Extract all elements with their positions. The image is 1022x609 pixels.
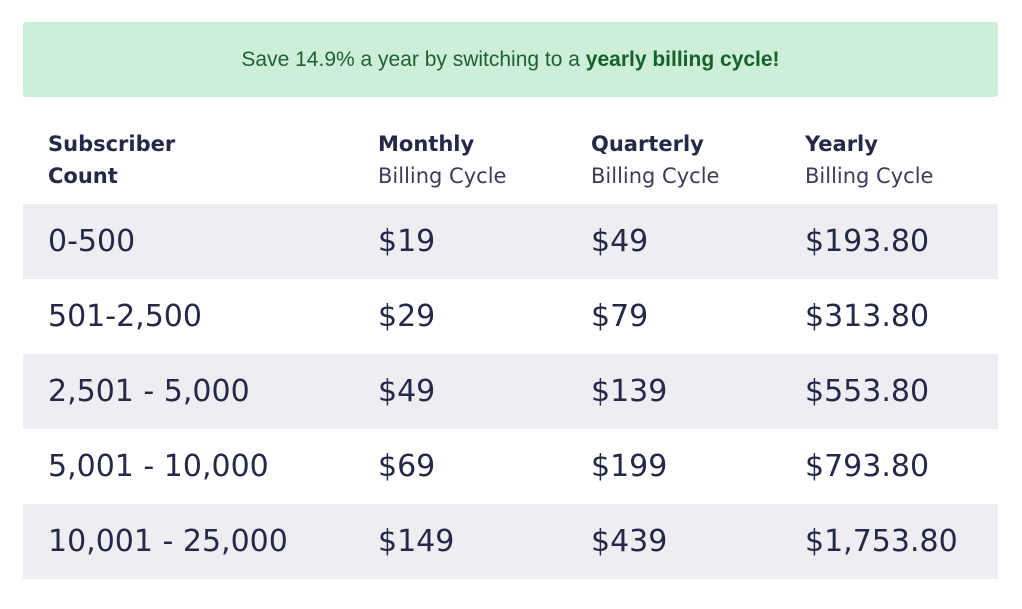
header-title: Subscriber (48, 132, 176, 156)
table-row: 0-500 $19 $49 $193.80 (23, 204, 998, 279)
header-subtitle: Count (48, 164, 118, 188)
header-subtitle: Billing Cycle (378, 164, 507, 188)
monthly-price-cell: $19 (378, 224, 436, 259)
header-title: Monthly (378, 132, 475, 156)
table-row: 501-2,500 $29 $79 $313.80 (23, 279, 998, 354)
header-yearly: Yearly Billing Cycle (805, 128, 933, 192)
header-title: Quarterly (591, 132, 704, 156)
yearly-price-cell: $553.80 (805, 374, 930, 409)
header-monthly: Monthly Billing Cycle (378, 128, 506, 192)
header-subtitle: Billing Cycle (805, 164, 934, 188)
header-quarterly: Quarterly Billing Cycle (591, 128, 719, 192)
subscriber-count-cell: 0-500 (48, 224, 136, 259)
subscriber-count-cell: 501-2,500 (48, 299, 202, 334)
pricing-table-header: Subscriber Count Monthly Billing Cycle Q… (23, 110, 998, 204)
header-title: Yearly (805, 132, 878, 156)
quarterly-price-cell: $139 (591, 374, 668, 409)
quarterly-price-cell: $439 (591, 524, 668, 559)
subscriber-count-cell: 2,501 - 5,000 (48, 374, 250, 409)
pricing-table: Subscriber Count Monthly Billing Cycle Q… (23, 110, 998, 579)
quarterly-price-cell: $49 (591, 224, 649, 259)
table-row: 2,501 - 5,000 $49 $139 $553.80 (23, 354, 998, 429)
yearly-price-cell: $193.80 (805, 224, 930, 259)
header-subscriber-count: Subscriber Count (48, 128, 175, 192)
savings-banner-highlight: yearly billing cycle! (585, 47, 780, 71)
monthly-price-cell: $69 (378, 449, 436, 484)
quarterly-price-cell: $79 (591, 299, 649, 334)
savings-banner: Save 14.9% a year by switching to a year… (23, 22, 998, 97)
monthly-price-cell: $149 (378, 524, 455, 559)
header-subtitle: Billing Cycle (591, 164, 720, 188)
subscriber-count-cell: 5,001 - 10,000 (48, 449, 269, 484)
yearly-price-cell: $313.80 (805, 299, 930, 334)
table-row: 10,001 - 25,000 $149 $439 $1,753.80 (23, 504, 998, 579)
yearly-price-cell: $793.80 (805, 449, 930, 484)
quarterly-price-cell: $199 (591, 449, 668, 484)
yearly-price-cell: $1,753.80 (805, 524, 958, 559)
savings-banner-text: Save 14.9% a year by switching to a (241, 47, 580, 71)
table-row: 5,001 - 10,000 $69 $199 $793.80 (23, 429, 998, 504)
monthly-price-cell: $49 (378, 374, 436, 409)
subscriber-count-cell: 10,001 - 25,000 (48, 524, 288, 559)
monthly-price-cell: $29 (378, 299, 436, 334)
